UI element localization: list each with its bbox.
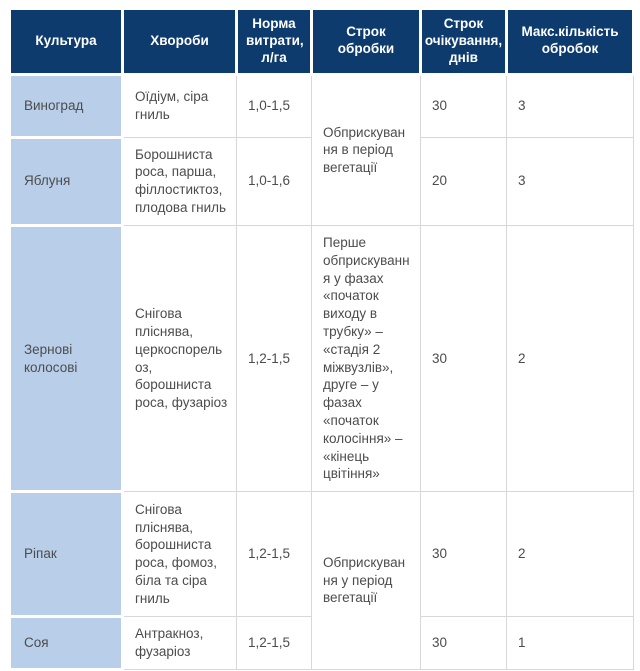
cell-treatment-period: Обприскування у період вегетації	[311, 491, 421, 670]
cell-waiting-days: 30	[420, 616, 507, 670]
cell-waiting-days: 30	[420, 491, 507, 618]
cell-diseases: Борошниста роса, парша, філлостиктоз, пл…	[122, 136, 237, 226]
cell-rate: 1,0-1,5	[236, 73, 312, 138]
cell-waiting-days: 20	[420, 136, 507, 226]
cell-max-treatments: 1	[506, 616, 634, 670]
cell-crop: Ріпак	[8, 490, 124, 619]
cell-rate: 1,2-1,5	[236, 616, 312, 670]
header-cell-treatment-period: Строк обробки	[310, 7, 422, 76]
table-row-apple: Яблуня Борошниста роса, парша, філлостик…	[8, 135, 634, 227]
cell-rate: 1,2-1,5	[236, 224, 312, 493]
table-row-grape: Виноград Оїдіум, сіра гниль 1,0-1,5 Обпр…	[8, 72, 634, 226]
cell-crop: Зернові колосові	[8, 223, 124, 494]
cell-max-treatments: 2	[506, 224, 634, 493]
cell-diseases: Оїдіум, сіра гниль	[122, 73, 237, 138]
cell-rate: 1,0-1,6	[236, 136, 312, 226]
cell-waiting-days: 30	[420, 224, 507, 493]
table-row-rapeseed: Ріпак Снігова пліснява, борошниста роса,…	[8, 490, 634, 670]
crop-treatment-table: Культура Хвороби Норма витрати, л/га Стр…	[8, 7, 635, 671]
cell-diseases: Снігова пліснява, церкоспорельоз, борошн…	[122, 224, 237, 493]
header-row: Культура Хвороби Норма витрати, л/га Стр…	[8, 7, 635, 76]
cell-rate: 1,2-1,5	[236, 491, 312, 618]
header-cell-max-treatments: Макс.кількість обробок	[505, 7, 635, 76]
cell-diseases: Снігова пліснява, борошниста роса, фомоз…	[122, 491, 237, 618]
cell-treatment-period: Перше обприскування у фазах «початок вих…	[311, 224, 421, 493]
cell-crop: Соя	[8, 615, 124, 671]
cell-crop: Виноград	[8, 72, 124, 139]
header-cell-rate: Норма витрати, л/га	[235, 7, 313, 76]
cell-max-treatments: 3	[506, 136, 634, 226]
cell-max-treatments: 3	[506, 73, 634, 138]
cell-crop: Яблуня	[8, 135, 124, 227]
header-cell-culture: Культура	[8, 7, 124, 76]
table-row-cereals: Зернові колосові Снігова пліснява, церко…	[8, 223, 634, 494]
header-cell-waiting-days: Строк очікування, днів	[419, 7, 508, 76]
cell-treatment-period: Обприскування в період вегетації	[311, 73, 421, 226]
cell-diseases: Антракноз, фузаріоз	[122, 616, 237, 670]
header-cell-diseases: Хвороби	[121, 7, 238, 76]
cell-waiting-days: 30	[420, 73, 507, 138]
cell-max-treatments: 2	[506, 491, 634, 618]
